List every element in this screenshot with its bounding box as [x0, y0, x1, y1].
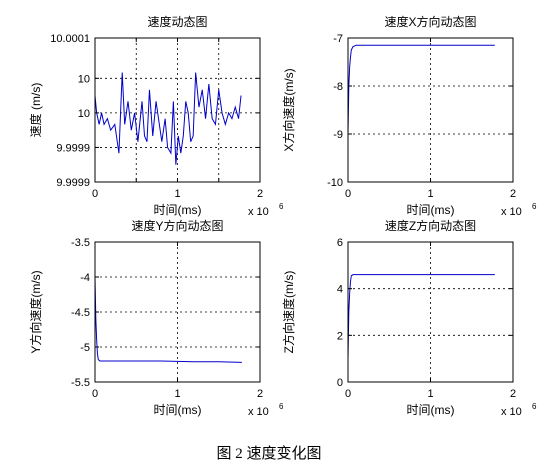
chart-title: 速度动态图: [147, 14, 207, 29]
y-tick-label: -8: [333, 81, 343, 93]
x-axis-label: 时间(ms): [407, 203, 455, 217]
series-line: [94, 72, 242, 165]
chart-title: 速度Y方向动态图: [131, 218, 223, 233]
x-tick-label: 0: [92, 188, 98, 200]
x-exponent-power: 6: [532, 202, 537, 211]
y-tick-label: -3.5: [71, 237, 90, 249]
y-tick-label: 10.0001: [50, 33, 90, 45]
x-exponent-power: 6: [532, 402, 537, 411]
x-tick-label: 2: [510, 188, 516, 200]
x-axis-label: 时间(ms): [154, 403, 202, 417]
x-tick-label: 2: [257, 388, 263, 400]
x-tick-label: 0: [345, 188, 351, 200]
y-axis-label: 速度 (m/s): [28, 83, 43, 138]
x-tick-label: 2: [257, 188, 263, 200]
y-tick-label: -5.5: [71, 377, 90, 389]
y-tick-label: 0: [337, 377, 343, 389]
y-tick-label: -4.5: [71, 307, 90, 319]
y-axis-label: Y方向速度(m/s): [28, 270, 43, 353]
y-axis-label: X方向速度(m/s): [281, 68, 296, 151]
y-tick-label: -5: [80, 342, 90, 354]
y-axis-label: Z方向速度(m/s): [281, 271, 296, 354]
x-tick-label: 1: [427, 188, 433, 200]
x-exponent-power: 6: [279, 202, 284, 211]
x-exponent-label: x 10: [501, 206, 522, 218]
chart-title: 速度Z方向动态图: [385, 218, 476, 233]
x-tick-label: 0: [92, 388, 98, 400]
y-tick-label: 9.9999: [56, 142, 90, 154]
y-tick-label: 2: [337, 330, 343, 342]
x-exponent-label: x 10: [248, 206, 269, 218]
x-tick-label: 1: [174, 188, 180, 200]
y-tick-label: -10: [327, 177, 343, 189]
y-tick-label: 9.9999: [56, 177, 90, 189]
series-line: [347, 274, 495, 359]
x-tick-label: 1: [174, 388, 180, 400]
y-tick-label: 10: [78, 73, 90, 85]
series-line: [94, 276, 242, 363]
x-tick-label: 0: [345, 388, 351, 400]
chart-title: 速度X方向动态图: [384, 14, 476, 29]
y-tick-label: 6: [337, 237, 343, 249]
x-tick-label: 1: [427, 388, 433, 400]
x-exponent-label: x 10: [501, 406, 522, 418]
y-tick-label: 10: [78, 108, 90, 120]
y-tick-label: 4: [337, 284, 343, 296]
x-exponent-power: 6: [279, 402, 284, 411]
y-tick-label: -9: [333, 129, 343, 141]
x-axis-label: 时间(ms): [154, 203, 202, 217]
y-tick-label: -7: [333, 33, 343, 45]
x-tick-label: 2: [510, 388, 516, 400]
x-axis-label: 时间(ms): [407, 403, 455, 417]
x-exponent-label: x 10: [248, 406, 269, 418]
figure-caption: 图 2 速度变化图: [216, 446, 322, 462]
y-tick-label: -4: [80, 272, 90, 284]
